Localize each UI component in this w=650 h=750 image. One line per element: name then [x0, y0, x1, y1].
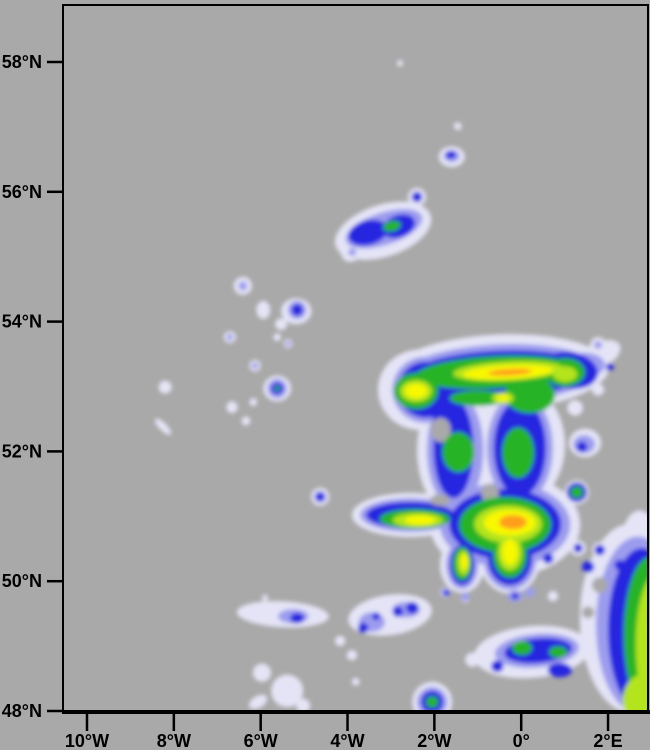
contour-blob-light-blue	[460, 592, 470, 602]
contour-blob-blue	[392, 606, 404, 617]
contour-blob-pale-lavender	[346, 649, 358, 661]
contour-blob-green	[502, 427, 535, 479]
axes: 10°W 8°W 6°W 4°W 2°W 0° 2°E 58°N 56°N 54°N 52°N 50°…	[2, 4, 650, 750]
contour-blob-background-gray	[480, 483, 500, 503]
contour-blob-pale-lavender	[591, 383, 605, 396]
contour-blob-blue	[491, 660, 504, 673]
contour-blob-pale-lavender	[261, 594, 269, 602]
contour-blob-blue	[443, 589, 450, 597]
contour-blob-blue	[445, 150, 457, 159]
contour-blob-blue	[594, 544, 606, 556]
contour-blob-pale-lavender	[226, 401, 238, 414]
contour-blob-orange	[487, 368, 533, 376]
contour-blob-yellow	[460, 553, 468, 570]
contour-blob-yellow-green	[622, 674, 648, 711]
contour-blob-blue	[614, 559, 625, 571]
contour-blob-pale-lavender	[275, 318, 288, 331]
contour-blob-blue	[576, 441, 588, 453]
contour-blob-background-gray	[430, 417, 451, 443]
x-axis-tick-label: 8°W	[157, 731, 191, 750]
contour-blob-light-blue	[594, 341, 602, 349]
x-axis-tick-label: 2°E	[593, 731, 622, 750]
contour-blob-green	[512, 640, 533, 656]
contour-blob-blue	[511, 592, 519, 600]
contour-blob-pale-lavender	[241, 416, 251, 426]
x-axis-tick-label: 10°W	[65, 731, 109, 750]
y-axis-tick-label: 54°N	[2, 312, 42, 332]
contour-blob-green	[274, 385, 280, 392]
contour-blob-blue	[542, 553, 554, 564]
contour-blob-green	[570, 486, 583, 499]
y-axis-tick-label: 48°N	[2, 701, 42, 721]
contour-blob-green	[442, 431, 475, 473]
x-axis-tick-label: 6°W	[244, 731, 278, 750]
contour-blob-blue	[411, 191, 423, 203]
contour-blob-pale-lavender	[465, 652, 480, 667]
contour-blob-pale-lavender	[547, 590, 559, 602]
contour-blob-green	[449, 390, 507, 406]
contour-blob-blue	[547, 662, 573, 678]
contour-blob-pale-lavender	[154, 418, 172, 435]
contour-blob-light-blue	[524, 587, 536, 598]
contour-blob-pale-lavender	[158, 380, 172, 394]
contour-blob-pale-lavender	[351, 677, 360, 686]
contour-blob-light-blue	[348, 248, 357, 257]
contour-blob-green	[504, 376, 556, 414]
y-axis-tick-label: 52°N	[2, 441, 42, 461]
contour-blob-pale-lavender	[334, 635, 346, 647]
contour-blob-orange	[499, 515, 527, 530]
contour-blob-pale-lavender	[248, 694, 268, 710]
contour-blob-blue	[290, 613, 305, 624]
contour-blob-green	[548, 646, 568, 658]
contour-blob-light-blue	[226, 333, 233, 341]
contour-blob-blue	[372, 612, 381, 621]
contour-blob-pale-lavender	[296, 698, 311, 711]
contour-blob-background-gray	[581, 606, 595, 619]
contour-blob-yellow	[404, 515, 436, 525]
contour-blob-pale-lavender	[256, 300, 271, 320]
y-axis-tick-label: 58°N	[2, 52, 42, 72]
contour-blob-pale-lavender	[252, 663, 272, 682]
y-axis-tick-label: 56°N	[2, 182, 42, 202]
contour-blob-yellow	[496, 394, 510, 402]
y-axis-tick-label: 50°N	[2, 571, 42, 591]
x-axis-tick-label: 2°W	[417, 731, 451, 750]
contour-blob-blue	[291, 304, 303, 316]
contour-blob-blue	[315, 492, 325, 502]
contour-blob-light-blue	[238, 281, 248, 291]
contour-blob-blue	[406, 601, 419, 614]
contour-blob-background-gray	[430, 494, 450, 506]
contour-blob-blue	[357, 622, 369, 634]
contour-blob-pale-lavender	[273, 333, 282, 342]
contour-blob-pale-lavender	[397, 60, 404, 67]
contour-field	[154, 60, 648, 711]
contour-blob-blue	[573, 543, 583, 553]
contour-blob-pale-lavender	[453, 122, 462, 131]
contour-blob-blue	[605, 363, 614, 371]
contour-blob-green	[382, 220, 401, 232]
contour-blob-light-blue	[285, 341, 291, 347]
contour-blob-pale-lavender	[567, 400, 583, 416]
contour-blob-blue	[348, 219, 388, 246]
contour-blob-pale-lavender	[249, 398, 258, 406]
contour-blob-yellow-green	[552, 366, 578, 382]
contour-blob-blue	[581, 561, 595, 573]
x-axis-tick-label: 0°	[513, 731, 530, 750]
contour-blob-green	[426, 696, 439, 708]
contour-blob-background-gray	[591, 577, 608, 593]
x-axis-tick-label: 4°W	[330, 731, 364, 750]
contour-blob-light-blue	[251, 362, 259, 369]
contour-blob-pale-lavender	[271, 674, 304, 708]
contour-blob-yellow	[405, 383, 427, 399]
contour-blob-yellow	[502, 539, 518, 565]
